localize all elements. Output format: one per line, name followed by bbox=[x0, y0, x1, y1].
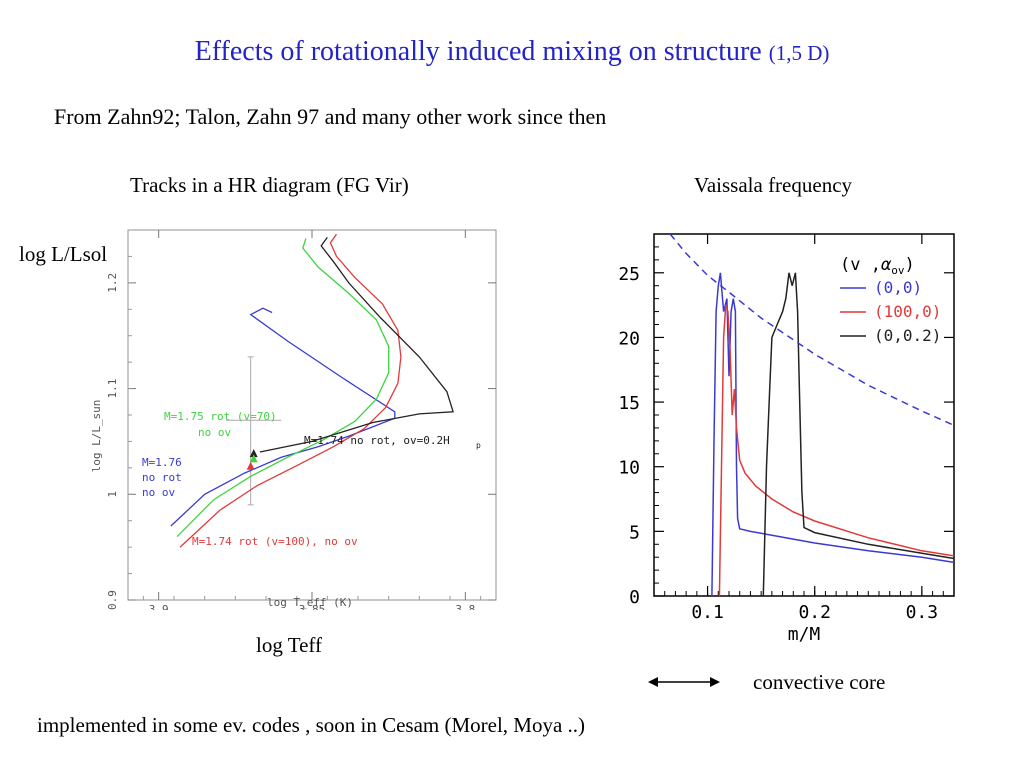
hr-x-axis-label: log Teff bbox=[256, 633, 322, 657]
vf-y-tick-label-5: 25 bbox=[618, 264, 640, 285]
vf-y-tick-label-1: 5 bbox=[629, 522, 640, 543]
vf-x-tick-label-1: 0.2 bbox=[798, 602, 831, 623]
slide-title-main: Effects of rotationally induced mixing o… bbox=[194, 36, 762, 67]
vf-legend-entry-2: (0,0.2) bbox=[874, 326, 941, 345]
vf-legend-title: (v ,αov) bbox=[840, 255, 915, 277]
vf-y-tick-label-2: 10 bbox=[618, 458, 640, 479]
hr-annotation-1: no ov bbox=[198, 426, 231, 439]
vf-legend-title-alpha: α bbox=[881, 255, 892, 275]
vf-legend-title-close: ) bbox=[904, 255, 914, 275]
hr-annotation-subscript: p bbox=[476, 441, 481, 450]
hr-marker-red bbox=[246, 461, 255, 470]
hr-y-axis-label-inner: log L/L_sun bbox=[92, 400, 103, 473]
hr-annotation-4: no rot bbox=[142, 471, 182, 484]
hr-annotation-2: M=1.74 no rot, ov=0.2H bbox=[304, 434, 450, 447]
hr-x-tick-label-2: 3.8 bbox=[455, 603, 475, 610]
vf-y-tick-label-4: 20 bbox=[618, 328, 640, 349]
hr-annotation-3: M=1.76 bbox=[142, 456, 182, 469]
vf-legend-entry-1: (100,0) bbox=[874, 302, 941, 321]
vf-y-tick-label-3: 15 bbox=[618, 393, 640, 414]
vf-series-line bbox=[711, 272, 954, 596]
convective-core-arrow-icon bbox=[648, 677, 720, 687]
slide-title-suffix: (1,5 D) bbox=[768, 41, 830, 65]
vf-series-line bbox=[762, 272, 954, 596]
hr-annotation-0: M=1.75 rot (v=70) bbox=[164, 410, 277, 423]
footer-note: implemented in some ev. codes , soon in … bbox=[37, 713, 586, 737]
vf-legend-title-sub: ov bbox=[891, 264, 905, 277]
hr-x-tick-label-1: 3.85 bbox=[299, 603, 326, 610]
hr-y-tick-label-2: 1.1 bbox=[106, 379, 119, 399]
vf-series-line bbox=[718, 304, 954, 596]
hr-y-axis-label: log L/Lsol bbox=[19, 242, 108, 266]
hr-track-red bbox=[179, 233, 402, 548]
hr-annotation-5: no ov bbox=[142, 486, 175, 499]
hr-x-tick-label-0: 3.9 bbox=[149, 603, 169, 610]
vf-legend-title-part: (v , bbox=[840, 255, 881, 275]
hr-y-tick-label-3: 1.2 bbox=[106, 273, 119, 293]
hr-x-axis-label-inner: log T_eff (K) bbox=[267, 596, 353, 609]
hr-y-tick-label-1: 1 bbox=[106, 491, 119, 498]
vaissala-heading: Vaissala frequency bbox=[694, 173, 853, 197]
vf-y-tick-label-0: 0 bbox=[629, 587, 640, 608]
hr-marker-black bbox=[249, 449, 258, 458]
vf-x-axis-label: m/M bbox=[788, 624, 821, 645]
vf-x-tick-label-0: 0.1 bbox=[691, 602, 724, 623]
hr-y-tick-label-0: 0.9 bbox=[106, 590, 119, 610]
slide-title: Effects of rotationally induced mixing o… bbox=[0, 36, 1024, 68]
vf-dashed-line bbox=[669, 234, 954, 426]
hr-diagram-heading: Tracks in a HR diagram (FG Vir) bbox=[130, 173, 409, 197]
hr-annotation-6: M=1.74 rot (v=100), no ov bbox=[192, 535, 358, 548]
vf-legend-entry-0: (0,0) bbox=[874, 278, 922, 297]
hr-marker-green bbox=[249, 454, 258, 463]
convective-core-label: convective core bbox=[753, 670, 886, 694]
hr-track-green bbox=[176, 238, 390, 538]
hr-track-blue bbox=[170, 307, 396, 527]
vf-x-tick-label-2: 0.3 bbox=[906, 602, 939, 623]
hr-track-black bbox=[259, 237, 454, 453]
slide-subtitle: From Zahn92; Talon, Zahn 97 and many oth… bbox=[54, 104, 607, 129]
